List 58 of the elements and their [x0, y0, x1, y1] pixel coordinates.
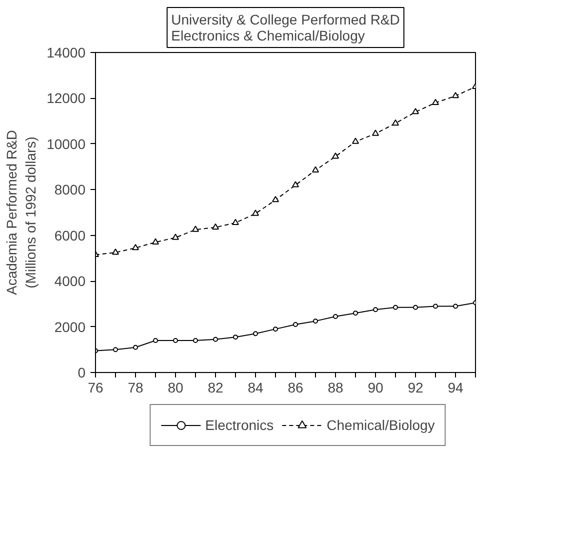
y-axis-title: Academia Performed R&D (Millions of 1992 dollars) [3, 130, 39, 295]
x-tick-label: 88 [328, 380, 344, 396]
point [352, 138, 359, 144]
point [233, 334, 238, 340]
y-tick-label: 12000 [46, 90, 86, 106]
point [292, 181, 299, 188]
point [172, 234, 179, 240]
point [393, 304, 398, 310]
point [273, 326, 278, 332]
x-tick-label: 82 [208, 380, 224, 396]
chart-title: University & College Performed R&D Electronics & Chemical/Biology [171, 12, 400, 44]
point [353, 310, 358, 316]
point [232, 218, 239, 226]
x-tick-label: 84 [248, 380, 264, 396]
y-tick-label: 10000 [46, 136, 86, 152]
x-tick-label: 94 [448, 380, 464, 396]
y-tick-label: 2000 [54, 318, 86, 335]
point [312, 166, 319, 172]
x-tick-label: 78 [128, 380, 144, 396]
point [132, 244, 139, 250]
y-tick-label: 8000 [54, 182, 86, 198]
x-tick-label: 80 [168, 380, 184, 396]
point [252, 210, 259, 216]
point [173, 338, 178, 343]
x-tick-label: 86 [288, 380, 304, 396]
point [192, 226, 199, 232]
point [153, 338, 158, 343]
x-tick-label: 90 [368, 380, 384, 396]
legend-label: Chemical/Biology [326, 417, 435, 433]
point [433, 304, 438, 309]
point [293, 322, 298, 327]
point [412, 108, 419, 114]
point [152, 238, 159, 244]
point [372, 130, 379, 136]
point [313, 318, 318, 324]
y-tick-label: 14000 [46, 44, 86, 60]
y-tick-label: 0 [78, 364, 86, 380]
x-tick-label: 92 [408, 380, 424, 396]
point [453, 304, 458, 309]
y-tick-label: 4000 [54, 273, 86, 290]
point [392, 119, 399, 126]
point [113, 347, 118, 352]
point [213, 336, 218, 342]
point [432, 98, 439, 106]
point [332, 152, 339, 159]
point [373, 307, 378, 312]
point [413, 304, 418, 310]
point [253, 331, 258, 336]
legend-label: Electronics [205, 417, 274, 433]
point [193, 338, 198, 343]
x-tick-label: 76 [88, 380, 104, 396]
point [272, 196, 279, 202]
point [333, 314, 338, 319]
point [133, 344, 138, 350]
y-tick-label: 6000 [54, 227, 86, 244]
point [452, 92, 459, 98]
point [212, 223, 219, 230]
point [112, 248, 119, 255]
